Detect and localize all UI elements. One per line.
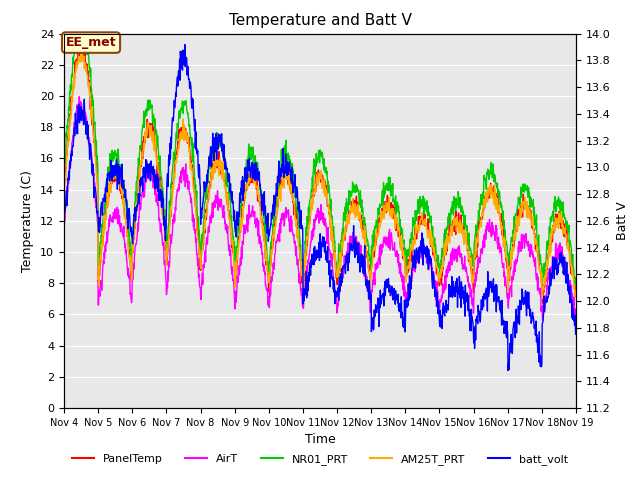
batt_volt [181, 42, 189, 48]
AirT [539, 317, 547, 323]
AirT [467, 294, 474, 300]
PanelTemp [232, 279, 239, 285]
AM25T_PRT [511, 237, 519, 242]
AirT [162, 275, 170, 280]
PanelTemp [77, 41, 84, 47]
batt_volt [467, 307, 474, 312]
batt_volt [572, 330, 580, 336]
PanelTemp [572, 292, 580, 298]
AM25T_PRT [539, 296, 547, 301]
AirT [174, 188, 182, 193]
batt_volt [60, 219, 68, 225]
AM25T_PRT [232, 264, 239, 270]
AirT [572, 313, 580, 319]
AirT [232, 288, 239, 294]
NR01_PRT [572, 277, 580, 283]
batt_volt [399, 322, 407, 327]
Line: batt_volt: batt_volt [64, 45, 576, 371]
Title: Temperature and Batt V: Temperature and Batt V [228, 13, 412, 28]
PanelTemp [511, 223, 519, 229]
AM25T_PRT [60, 189, 68, 194]
batt_volt [174, 83, 182, 89]
NR01_PRT [572, 282, 579, 288]
NR01_PRT [232, 261, 239, 267]
AirT [399, 281, 407, 287]
Line: AM25T_PRT: AM25T_PRT [64, 48, 576, 299]
Legend: PanelTemp, AirT, NR01_PRT, AM25T_PRT, batt_volt: PanelTemp, AirT, NR01_PRT, AM25T_PRT, ba… [68, 450, 572, 469]
batt_volt [232, 229, 239, 235]
NR01_PRT [467, 245, 474, 251]
PanelTemp [539, 300, 547, 306]
NR01_PRT [162, 223, 170, 228]
Text: EE_met: EE_met [66, 36, 116, 49]
NR01_PRT [399, 238, 407, 244]
AirT [76, 94, 83, 99]
AM25T_PRT [162, 241, 170, 247]
AM25T_PRT [78, 45, 86, 51]
Y-axis label: Temperature (C): Temperature (C) [22, 170, 35, 272]
NR01_PRT [77, 15, 85, 21]
batt_volt [504, 368, 512, 373]
AM25T_PRT [399, 248, 407, 253]
PanelTemp [162, 242, 170, 248]
PanelTemp [399, 254, 407, 260]
NR01_PRT [511, 211, 519, 217]
NR01_PRT [60, 172, 68, 178]
Line: AirT: AirT [64, 96, 576, 320]
AM25T_PRT [572, 293, 580, 299]
NR01_PRT [174, 125, 182, 131]
AirT [60, 216, 68, 222]
AM25T_PRT [467, 260, 474, 265]
Line: NR01_PRT: NR01_PRT [64, 18, 576, 285]
Y-axis label: Batt V: Batt V [616, 202, 629, 240]
X-axis label: Time: Time [305, 433, 335, 446]
batt_volt [512, 321, 520, 326]
PanelTemp [174, 138, 182, 144]
PanelTemp [60, 184, 68, 190]
AM25T_PRT [174, 148, 182, 154]
PanelTemp [467, 263, 474, 268]
batt_volt [161, 238, 169, 244]
AirT [511, 259, 519, 264]
Line: PanelTemp: PanelTemp [64, 44, 576, 303]
